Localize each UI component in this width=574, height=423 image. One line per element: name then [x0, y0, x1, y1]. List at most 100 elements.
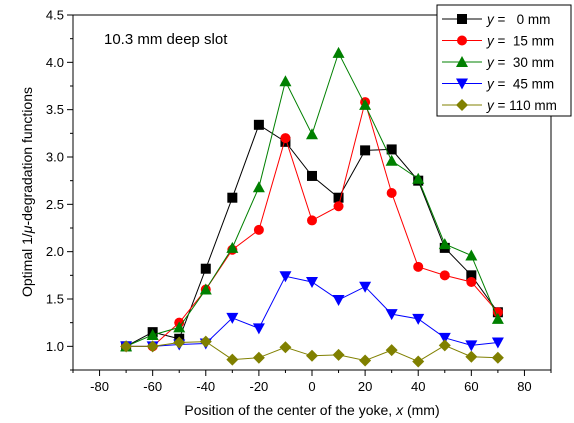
legend-marker	[456, 56, 468, 67]
y-tick-label: 4.0	[46, 55, 64, 70]
data-point	[173, 321, 186, 333]
x-tick-label: -20	[249, 379, 268, 394]
data-point	[173, 336, 186, 349]
data-point	[385, 344, 398, 357]
data-point	[252, 351, 265, 364]
legend-label: y = 110 mm	[486, 98, 557, 113]
data-point	[252, 181, 265, 193]
data-point	[465, 249, 478, 261]
data-point	[332, 348, 345, 361]
data-point	[438, 339, 451, 352]
annotation-text: 10.3 mm deep slot	[104, 31, 228, 48]
data-point	[491, 312, 504, 324]
data-point	[199, 335, 212, 348]
x-tick-label: 40	[411, 379, 425, 394]
data-point	[279, 75, 292, 87]
legend-marker	[457, 14, 467, 24]
legend-item: y = 0 mm	[442, 12, 550, 27]
data-point	[491, 337, 504, 349]
data-point	[491, 351, 504, 364]
y-axis-label: Optimal 1/μ-degradation functions	[19, 87, 35, 297]
legend-item: y = 45 mm	[442, 77, 554, 92]
data-point	[438, 238, 451, 250]
legend-label: y = 15 mm	[486, 34, 554, 49]
legend-label: y = 0 mm	[486, 12, 550, 27]
series-layer	[120, 46, 504, 368]
data-point	[279, 271, 292, 283]
series-0	[121, 119, 503, 352]
x-tick-label: -80	[90, 379, 109, 394]
legend-item: y = 30 mm	[442, 55, 554, 70]
data-point	[438, 332, 451, 344]
legend-marker	[456, 99, 468, 111]
data-point	[307, 215, 317, 226]
x-tick-label: 0	[308, 379, 315, 394]
data-point	[386, 144, 397, 155]
data-point	[360, 145, 371, 156]
legend-marker	[456, 78, 468, 90]
data-point	[465, 340, 478, 352]
data-point	[120, 340, 133, 353]
series-line	[125, 124, 499, 347]
legend-label: y = 30 mm	[486, 55, 554, 70]
y-tick-label: 1.0	[46, 339, 64, 354]
data-point	[332, 294, 345, 306]
data-point	[146, 328, 159, 340]
data-point	[385, 309, 398, 321]
data-point	[307, 170, 317, 181]
data-point	[226, 241, 239, 253]
data-point	[306, 128, 318, 140]
series-2	[120, 46, 504, 352]
data-point	[333, 192, 344, 203]
y-tick-label: 1.5	[46, 292, 64, 307]
y-tick-label: 3.5	[46, 102, 64, 117]
legend-item: y = 15 mm	[442, 34, 554, 49]
data-point	[412, 313, 425, 325]
data-point	[412, 172, 425, 184]
data-point	[413, 261, 424, 272]
data-point	[280, 133, 291, 144]
data-point	[279, 341, 292, 354]
legend-item: y = 110 mm	[442, 98, 557, 113]
data-point	[359, 281, 372, 293]
data-point	[199, 283, 212, 295]
data-point	[439, 270, 450, 281]
x-tick-label: -60	[143, 379, 162, 394]
data-point	[359, 98, 372, 110]
data-point	[253, 119, 264, 130]
x-tick-label: 20	[358, 379, 372, 394]
data-point	[253, 224, 264, 235]
data-point	[359, 354, 372, 367]
data-point	[386, 187, 397, 198]
data-point	[252, 323, 265, 335]
x-axis-label: Position of the center of the yoke, x (m…	[184, 402, 439, 418]
legend-label: y = 45 mm	[486, 77, 554, 92]
data-point	[306, 276, 318, 288]
data-point	[332, 46, 345, 58]
x-tick-label: 80	[517, 379, 531, 394]
data-point	[466, 270, 477, 281]
series-4	[120, 335, 504, 368]
data-point	[466, 276, 477, 287]
y-tick-label: 2.5	[46, 197, 64, 212]
data-point	[306, 349, 318, 362]
axis-ticks: -80 -60 -40 -20 0 20 40 60 80 1.0 1.5 2.0 2.5 3.0 3.5 4…	[46, 8, 552, 394]
data-point	[333, 201, 344, 212]
y-tick-label: 4.5	[46, 8, 64, 23]
data-point	[146, 340, 159, 353]
y-tick-label: 3.0	[46, 150, 64, 165]
data-point	[492, 307, 503, 318]
x-tick-label: 60	[464, 379, 478, 394]
data-point	[465, 350, 478, 363]
data-point	[226, 312, 239, 324]
data-point	[385, 154, 398, 166]
x-tick-label: -40	[196, 379, 215, 394]
data-point	[412, 355, 425, 368]
data-point	[200, 263, 211, 274]
legend: y = 0 mm y = 15 mm y = 30 mm y = 45 mm y = 1…	[436, 4, 572, 117]
legend-marker	[457, 35, 467, 46]
data-point	[226, 353, 239, 366]
data-point	[227, 192, 238, 203]
y-tick-label: 2.0	[46, 244, 64, 259]
